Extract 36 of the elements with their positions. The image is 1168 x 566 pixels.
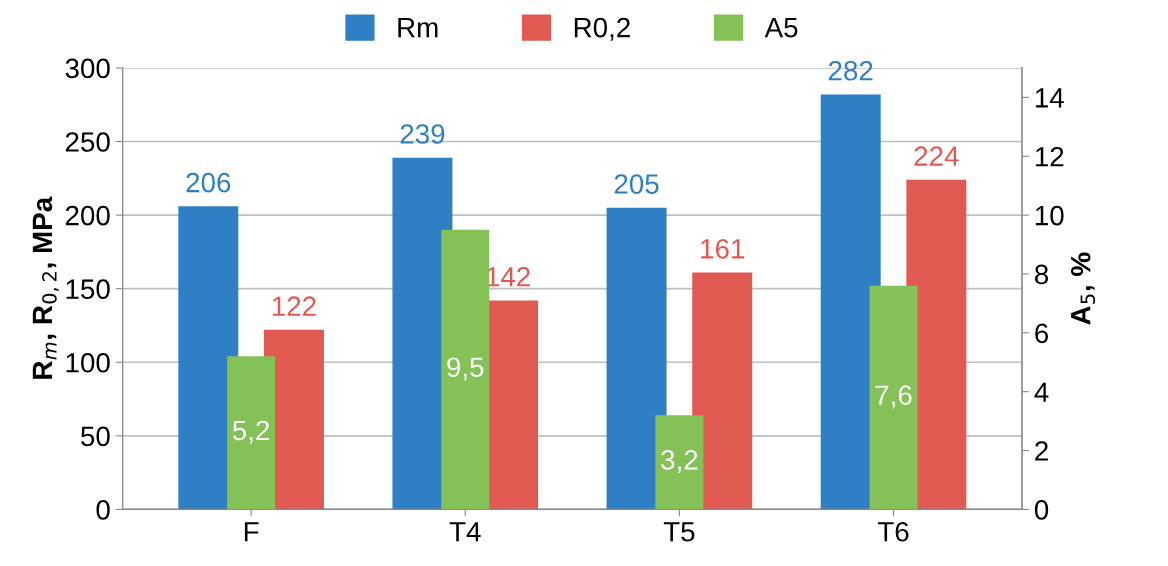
y-axis-title: R$_{m}$, R$_{0,2}$, MPa	[32, 196, 59, 379]
y2-tick-label: 12	[1035, 146, 1064, 167]
data-label: 142	[487, 266, 530, 287]
legend-label: A5	[764, 18, 798, 38]
data-label: 122	[272, 296, 316, 316]
y2-tick-label: 10	[1035, 205, 1064, 226]
y2-tick-label: 6	[1035, 323, 1049, 344]
data-label: 239	[400, 124, 445, 144]
data-label: 224	[914, 146, 959, 166]
data-label: 3,2	[661, 450, 698, 474]
y-tick-label: 50	[81, 426, 110, 447]
data-label: 206	[186, 172, 231, 193]
data-label: 7,6	[875, 385, 912, 409]
y2-axis-title: A$_{5}$, %	[1070, 252, 1096, 325]
y-tick-label: 0	[96, 500, 110, 520]
data-label: 9,5	[447, 357, 484, 381]
y-tick-label: 150	[66, 279, 110, 299]
data-label: 161	[701, 238, 745, 259]
y2-tick-label: 4	[1034, 382, 1049, 402]
y2-tick-label: 8	[1035, 264, 1049, 285]
x-tick-label: F	[244, 522, 259, 542]
data-label: 282	[828, 60, 873, 81]
y-tick-label: 100	[66, 352, 110, 373]
y2-tick-label: 2	[1035, 441, 1048, 461]
data-label: 5,2	[232, 420, 270, 444]
y2-tick-label: 14	[1035, 88, 1064, 108]
legend-label: Rm	[398, 18, 438, 38]
data-label: 205	[614, 174, 659, 194]
y-tick-label: 300	[65, 58, 110, 79]
y-tick-label: 250	[65, 132, 110, 152]
y2-tick-label: 0	[1034, 500, 1049, 520]
x-tick-label: T4	[449, 522, 481, 542]
x-tick-label: T6	[877, 521, 909, 542]
y-tick-label: 200	[65, 205, 110, 226]
x-tick-label: T5	[663, 522, 695, 542]
legend-label: R0,2	[574, 17, 630, 41]
